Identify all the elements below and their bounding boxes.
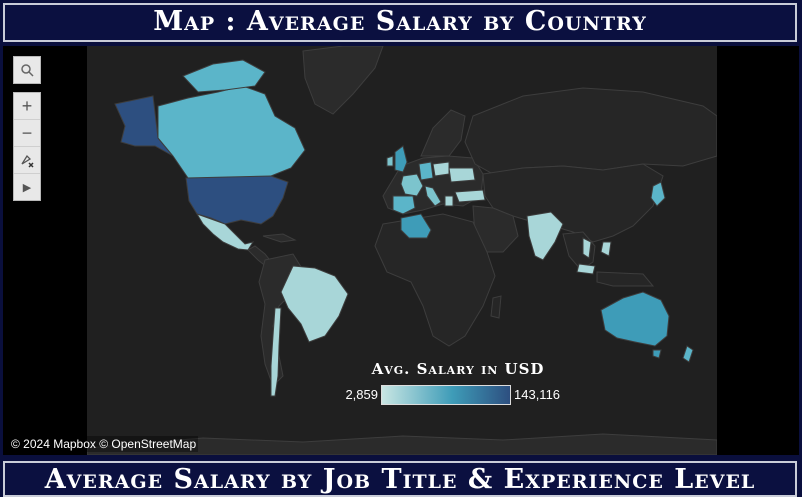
country-russia[interactable] <box>464 87 718 175</box>
madagascar <box>490 295 502 319</box>
zoom-in-button[interactable]: + <box>14 93 40 120</box>
world-map[interactable] <box>3 46 799 455</box>
map-search-button[interactable] <box>13 56 41 84</box>
country-japan[interactable] <box>650 181 666 207</box>
expand-toolbar-button[interactable]: ▶ <box>22 181 32 194</box>
magnifier-icon <box>21 64 34 77</box>
scandinavia <box>420 109 466 157</box>
zoom-out-button[interactable]: − <box>14 120 40 147</box>
pin-reset-icon <box>21 154 34 168</box>
map-attribution[interactable]: © 2024 Mapbox © OpenStreetMap <box>9 436 199 452</box>
country-turkey[interactable] <box>454 189 486 203</box>
legend-title: Avg. Salary in USD <box>371 360 545 378</box>
country-india[interactable] <box>526 211 564 261</box>
page-title: Map : Average Salary by Country <box>3 3 797 42</box>
country-alaska[interactable] <box>114 95 174 157</box>
country-ireland[interactable] <box>386 155 394 167</box>
country-poland[interactable] <box>432 161 450 177</box>
legend-color-bar <box>381 385 511 405</box>
map-zoom-controls: + − ▶ <box>13 92 41 201</box>
country-canada-islands[interactable] <box>182 59 266 93</box>
country-vietnam[interactable] <box>582 237 592 259</box>
country-new-zealand[interactable] <box>682 345 694 363</box>
country-brazil[interactable] <box>280 265 349 343</box>
country-spain[interactable] <box>392 195 416 215</box>
country-algeria[interactable] <box>400 213 432 239</box>
reset-view-button[interactable] <box>14 147 40 174</box>
legend-max-label: 143,116 <box>514 387 561 402</box>
country-australia[interactable] <box>600 291 670 347</box>
section-title: Average Salary by Job Title & Experience… <box>3 461 797 497</box>
salary-map[interactable]: + − ▶ Avg. Salary in USD 2,859 143,116 ©… <box>3 46 799 455</box>
country-malaysia[interactable] <box>576 263 596 275</box>
country-uk[interactable] <box>394 145 408 173</box>
greenland <box>302 46 384 115</box>
country-greece[interactable] <box>444 195 454 207</box>
caribbean <box>262 233 297 243</box>
africa <box>374 213 496 347</box>
indonesia <box>596 271 655 287</box>
country-italy[interactable] <box>424 185 442 207</box>
country-germany[interactable] <box>418 161 434 181</box>
country-usa[interactable] <box>185 175 289 225</box>
country-france[interactable] <box>400 173 424 197</box>
tasmania <box>652 349 662 359</box>
legend-min-label: 2,859 <box>345 387 378 402</box>
antarctica <box>86 433 718 455</box>
country-philippines[interactable] <box>600 241 612 257</box>
map-margin-right <box>717 46 799 455</box>
country-chile[interactable] <box>270 307 282 397</box>
country-ukraine[interactable] <box>448 167 476 183</box>
